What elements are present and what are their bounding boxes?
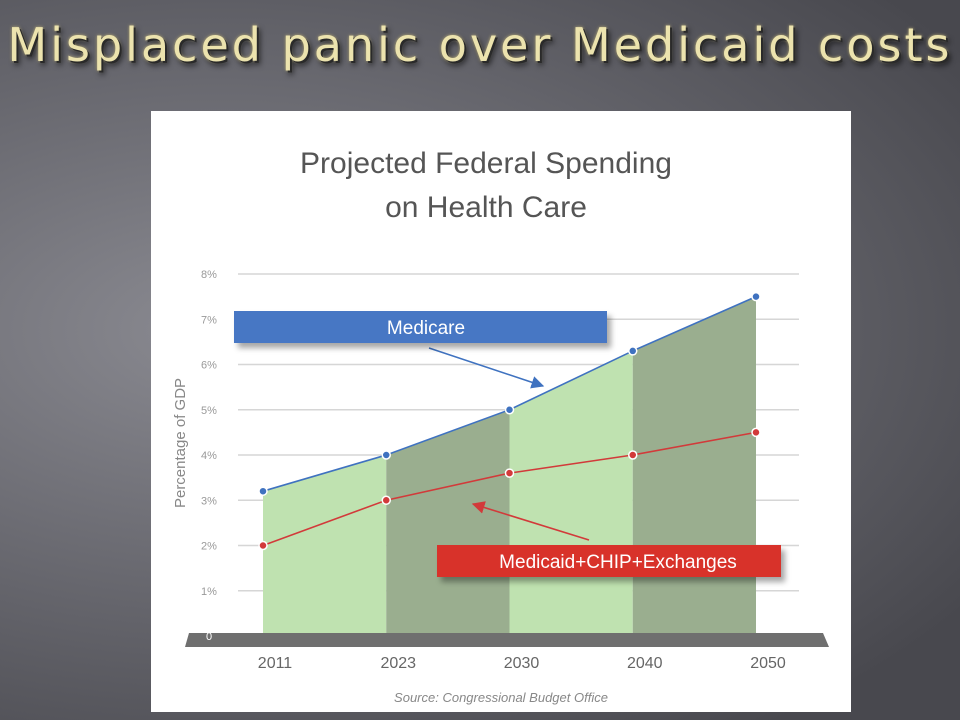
x-tick-label: 2023 <box>380 655 416 672</box>
area-band <box>509 350 633 636</box>
axis-floor <box>185 633 829 647</box>
series-point-1 <box>504 468 515 478</box>
y-axis-label: Percentage of GDP <box>172 378 189 508</box>
chart-title-line1: Projected Federal Spending <box>300 147 672 180</box>
y-tick-label: 6% <box>201 360 217 372</box>
x-tick-labels: 2011 2023 2030 2040 2050 <box>258 655 786 672</box>
series-point-0 <box>628 346 638 356</box>
series-point-0 <box>504 405 515 415</box>
series-point-0 <box>258 486 268 496</box>
projected-spending-chart: Projected Federal Spending on Health Car… <box>172 147 829 705</box>
y-tick-labels: 0 1% 2% 3% 4% 5% 6% 7% 8% <box>201 269 217 643</box>
series-point-1 <box>258 540 268 551</box>
x-tick-label: 2040 <box>627 655 663 672</box>
slide-title: Misplaced panic over Medicaid costs <box>7 18 953 72</box>
y-tick-label: 4% <box>201 450 217 462</box>
medicaid-label: Medicaid+CHIP+Exchanges <box>499 552 737 573</box>
chart-title-line2: on Health Care <box>385 191 587 224</box>
y-tick-label: 0 <box>206 631 212 643</box>
medicaid-callout: Medicaid+CHIP+Exchanges <box>437 501 781 577</box>
series-point-1 <box>381 495 391 505</box>
area-band <box>632 296 756 636</box>
area-band <box>386 409 510 636</box>
axis-floor-band <box>185 633 829 647</box>
series-point-0 <box>381 450 391 460</box>
medicare-label-box <box>234 311 607 343</box>
x-tick-label: 2011 <box>258 655 293 672</box>
y-tick-label: 7% <box>201 314 217 326</box>
y-tick-label: 8% <box>201 269 217 281</box>
area-bands <box>263 296 756 636</box>
medicare-arrow <box>428 347 545 389</box>
y-tick-label: 3% <box>201 495 217 507</box>
series-points <box>258 291 761 551</box>
y-tick-label: 5% <box>201 405 217 417</box>
medicare-callout: Medicare <box>234 311 607 389</box>
y-tick-label: 2% <box>201 541 217 553</box>
series-point-1 <box>751 427 761 438</box>
area-band <box>263 455 387 636</box>
x-tick-label: 2030 <box>504 655 540 672</box>
x-tick-label: 2050 <box>750 655 786 672</box>
chart-source: Source: Congressional Budget Office <box>394 690 608 705</box>
medicare-label: Medicare <box>387 318 465 339</box>
medicaid-label-box <box>437 545 781 577</box>
series-point-1 <box>628 450 638 460</box>
series-point-0 <box>751 291 761 302</box>
chart-panel: Projected Federal Spending on Health Car… <box>151 111 851 712</box>
y-tick-label: 1% <box>201 586 217 598</box>
medicaid-arrow <box>471 501 590 541</box>
